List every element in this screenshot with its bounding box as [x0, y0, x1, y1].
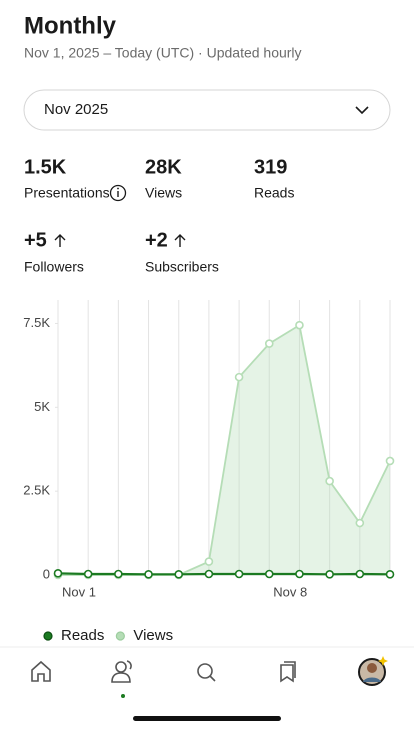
marker [385, 570, 395, 579]
stat-value: 28K [145, 156, 182, 178]
home-indicator [133, 716, 281, 721]
marker [114, 569, 123, 579]
marker [53, 569, 63, 578]
y-tick-label: 2.5K [23, 483, 50, 498]
line [57, 572, 391, 576]
search-icon[interactable] [197, 663, 216, 682]
legend-marker [43, 631, 53, 641]
marker [234, 372, 244, 382]
library-icon[interactable] [280, 661, 296, 683]
marker [174, 570, 184, 579]
stat-label: Views [145, 185, 182, 201]
up-arrow [54, 234, 66, 247]
page-subtitle: Nov 1, 2025 – Today (UTC) · Updated hour… [24, 45, 302, 61]
marker [144, 570, 153, 579]
stat-value: +2 [145, 229, 168, 251]
marker [385, 456, 395, 466]
marker [295, 569, 304, 579]
stat-label: Subscribers [145, 259, 219, 275]
marker [264, 569, 274, 579]
home-icon[interactable] [31, 660, 51, 682]
dropdown-label[interactable]: Nov 2025 [44, 101, 108, 118]
marker [204, 569, 214, 579]
legend-label: Views [133, 627, 173, 644]
marker [355, 569, 365, 579]
area [58, 325, 390, 575]
marker [355, 518, 365, 528]
x-tick-label: Nov 1 [62, 584, 96, 599]
marker [264, 339, 274, 348]
chart: 0 2.5K 5K 7.5K Nov 1 Nov 8 Reads Views [23, 300, 395, 644]
marker [234, 569, 244, 579]
bottom-nav [31, 660, 296, 683]
y-tick-label: 7.5K [23, 315, 50, 330]
y-tick-label: 5K [34, 399, 50, 414]
marker [325, 570, 334, 579]
active-indicator [121, 694, 125, 698]
marker [325, 476, 334, 486]
stat-label: Reads [254, 185, 294, 201]
x-tick-label: Nov 8 [273, 584, 307, 599]
page-title: Monthly [24, 12, 117, 39]
info-icon[interactable] [109, 184, 127, 202]
dropdown-box[interactable] [23, 89, 391, 131]
up-arrow [174, 234, 186, 247]
profile-icon[interactable] [111, 660, 132, 683]
marker [83, 569, 93, 579]
stat-value: +5 [24, 229, 47, 251]
month-dropdown[interactable]: Nov 2025 [23, 89, 391, 131]
stat-value: 319 [254, 156, 287, 178]
marker [204, 557, 214, 566]
chevron-icon[interactable] [355, 106, 369, 115]
legend-label: Reads [61, 627, 104, 644]
avatar[interactable] [358, 656, 388, 686]
stat-label: Presentations [24, 185, 110, 201]
legend-marker [115, 631, 125, 641]
stat-label: Followers [24, 259, 84, 275]
y-tick-label: 0 [43, 566, 50, 581]
stat-value: 1.5K [24, 156, 67, 178]
marker [295, 320, 304, 330]
